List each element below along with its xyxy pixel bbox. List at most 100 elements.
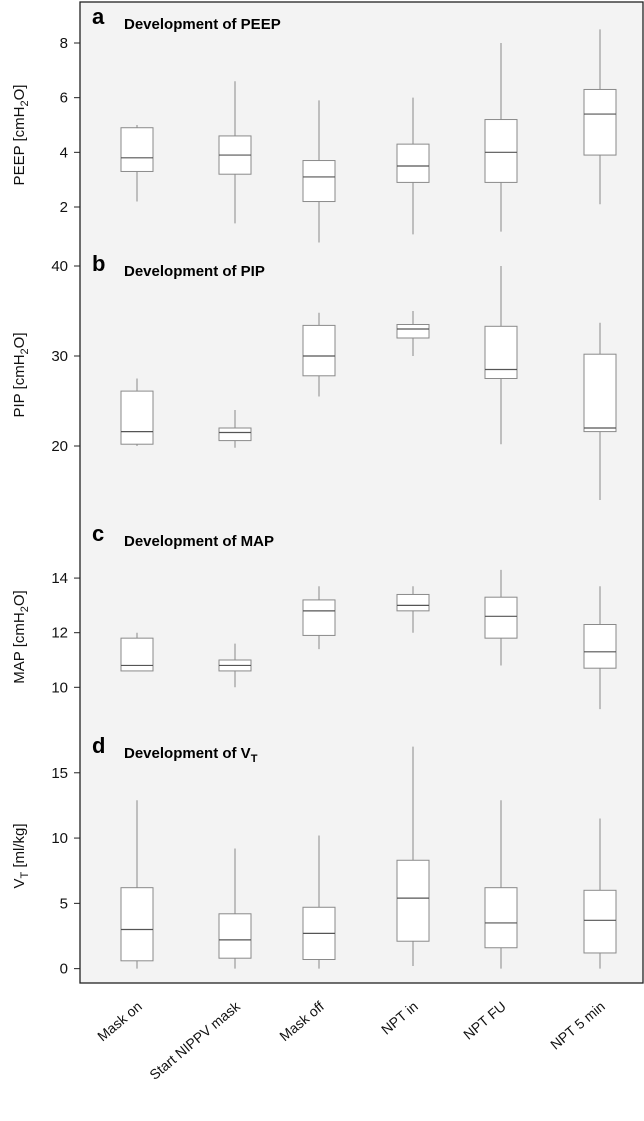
box-3 xyxy=(396,746,430,967)
x-category-label: Start NIPPV mask xyxy=(146,997,243,1082)
box-5 xyxy=(583,29,617,205)
box-0 xyxy=(120,632,154,672)
y-axis-label: VT [ml/kg] xyxy=(11,823,31,888)
box-1 xyxy=(218,643,252,688)
panel-title-text: Development of PEEP xyxy=(124,16,281,33)
box-5 xyxy=(583,586,617,710)
box-iqr xyxy=(484,325,518,379)
box-iqr xyxy=(120,887,154,962)
box-iqr xyxy=(396,859,430,942)
box-3 xyxy=(396,97,430,235)
y-tick-label: 10 xyxy=(51,830,68,847)
box-1 xyxy=(218,81,252,224)
box-1 xyxy=(218,848,252,969)
box-5 xyxy=(583,322,617,500)
y-axis-label-subscript: 2 xyxy=(19,100,31,106)
y-tick-label: 30 xyxy=(51,348,68,365)
box-iqr xyxy=(302,324,336,377)
box-iqr xyxy=(396,324,430,339)
box-0 xyxy=(120,800,154,969)
y-tick-label: 0 xyxy=(60,961,68,978)
y-axis-label-subscript: T xyxy=(19,872,31,879)
box-iqr xyxy=(484,596,518,639)
panel-letter: c xyxy=(92,521,104,546)
box-5 xyxy=(583,818,617,969)
panel-b: b Development of PIP PIP [cmH2O] 20 30 40 xyxy=(11,251,617,500)
y-axis-label-tail: [ml/kg] xyxy=(11,823,28,871)
x-category-label: NPT 5 min xyxy=(547,998,608,1053)
box-0 xyxy=(120,125,154,202)
y-tick-label: 2 xyxy=(60,199,68,216)
y-tick-label: 40 xyxy=(51,258,68,275)
box-iqr xyxy=(583,88,617,156)
x-category-label: Mask off xyxy=(276,998,327,1044)
box-4 xyxy=(484,43,518,232)
y-tick-label: 10 xyxy=(51,679,68,696)
y-axis-label: PEEP [cmH2O] xyxy=(11,85,31,186)
box-1 xyxy=(218,410,252,448)
box-4 xyxy=(484,569,518,666)
box-3 xyxy=(396,586,430,633)
box-iqr xyxy=(218,913,252,959)
box-2 xyxy=(302,586,336,650)
box-iqr xyxy=(583,624,617,669)
panel-letter: b xyxy=(92,251,105,276)
panel-title: Development of PEEP xyxy=(124,16,281,33)
y-tick-label: 14 xyxy=(51,570,68,587)
y-axis-label-tail: O] xyxy=(11,332,28,348)
y-axis-label: PIP [cmH2O] xyxy=(11,332,31,417)
y-tick-label: 8 xyxy=(60,35,68,52)
panel-letter: a xyxy=(92,4,105,29)
y-tick-label: 6 xyxy=(60,90,68,107)
box-2 xyxy=(302,100,336,243)
y-axis-label-subscript: 2 xyxy=(19,348,31,354)
y-tick-label: 20 xyxy=(51,438,68,455)
box-iqr xyxy=(484,887,518,949)
box-0 xyxy=(120,378,154,446)
box-iqr xyxy=(484,119,518,183)
y-tick-label: 5 xyxy=(60,895,68,912)
panel-title-text: Development of V xyxy=(124,745,251,762)
box-iqr xyxy=(302,599,336,636)
box-2 xyxy=(302,835,336,969)
box-iqr xyxy=(583,353,617,433)
x-category-label: Mask on xyxy=(94,998,145,1044)
y-axis-label-tail: O] xyxy=(11,85,28,101)
panel-title-text: Development of MAP xyxy=(124,533,274,550)
y-axis-label-subscript: 2 xyxy=(19,606,31,612)
box-iqr xyxy=(218,427,252,442)
y-axis-label-text: PEEP [cmH xyxy=(11,107,28,186)
y-axis-label-text: PIP [cmH xyxy=(11,354,28,417)
x-axis-categories: Mask on Start NIPPV mask Mask off NPT in NPT… xyxy=(94,997,608,1082)
box-4 xyxy=(484,266,518,445)
y-axis-label: MAP [cmH2O] xyxy=(11,590,31,683)
panel-letter: d xyxy=(92,733,105,758)
y-tick-label: 15 xyxy=(51,765,68,782)
y-tick-label: 12 xyxy=(51,625,68,642)
panel-title: Development of VT xyxy=(124,745,258,765)
panel-c: c Development of MAP MAP [cmH2O] 10 12 14 xyxy=(11,521,617,710)
y-axis-label-tail: O] xyxy=(11,590,28,606)
box-iqr xyxy=(396,143,430,183)
panel-title-text: Development of PIP xyxy=(124,263,265,280)
panel-title-subscript: T xyxy=(251,753,258,765)
panel-title: Development of MAP xyxy=(124,533,274,550)
box-iqr xyxy=(583,889,617,954)
plot-frame xyxy=(79,1,644,984)
x-category-label: NPT in xyxy=(378,998,421,1038)
y-axis-label-text: V xyxy=(11,879,28,889)
x-category-label: NPT FU xyxy=(460,998,509,1043)
box-iqr xyxy=(302,160,336,203)
plot-area-background xyxy=(80,2,643,983)
panel-title: Development of PIP xyxy=(124,263,265,280)
box-4 xyxy=(484,800,518,969)
box-2 xyxy=(302,312,336,397)
box-iqr xyxy=(120,390,154,445)
y-tick-label: 4 xyxy=(60,144,68,161)
box-iqr xyxy=(396,593,430,612)
y-axis-label-text: MAP [cmH xyxy=(11,612,28,683)
